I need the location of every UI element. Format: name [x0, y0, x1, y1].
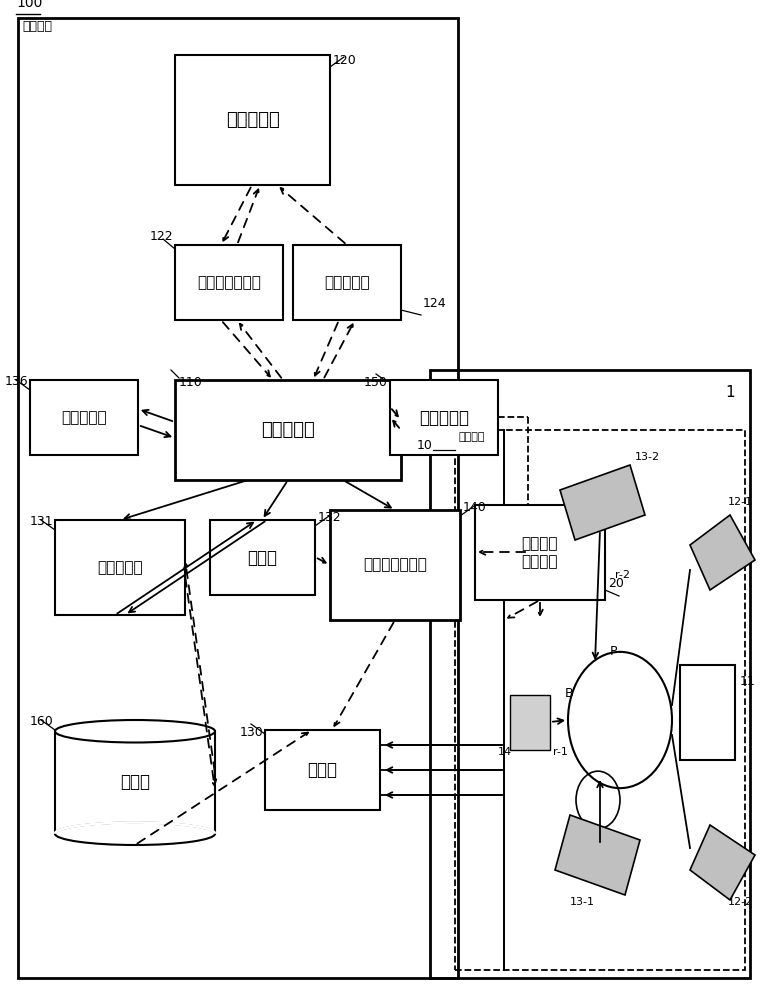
Polygon shape: [690, 825, 755, 900]
Text: 13-1: 13-1: [570, 897, 595, 907]
Text: 选择部: 选择部: [247, 548, 278, 566]
Text: 医用装置: 医用装置: [22, 20, 52, 33]
Text: 110: 110: [179, 376, 203, 389]
Text: 120: 120: [333, 54, 357, 67]
Bar: [330, 510, 460, 620]
Text: B: B: [565, 687, 574, 700]
Bar: [30, 380, 138, 455]
Text: 150: 150: [364, 376, 388, 389]
Text: 总括控制部: 总括控制部: [261, 421, 315, 439]
Bar: [390, 380, 498, 455]
Text: 目标位量确定部: 目标位量确定部: [363, 558, 427, 572]
Text: 20: 20: [608, 577, 624, 590]
Polygon shape: [555, 815, 640, 895]
Bar: [18, 18, 458, 978]
Ellipse shape: [55, 720, 215, 742]
Bar: [455, 430, 745, 970]
Text: 治疗装置: 治疗装置: [459, 432, 485, 442]
Bar: [55, 731, 215, 834]
Text: 14: 14: [498, 747, 512, 757]
Text: 131: 131: [29, 515, 53, 528]
Text: 10: 10: [417, 439, 433, 452]
Text: 输入显示部: 输入显示部: [226, 111, 279, 129]
Text: 140: 140: [463, 501, 487, 514]
Bar: [175, 380, 401, 480]
Text: 输入操作取得部: 输入操作取得部: [197, 275, 261, 290]
Text: 160: 160: [29, 715, 53, 728]
Bar: [210, 520, 315, 595]
Bar: [55, 520, 185, 615]
Polygon shape: [690, 515, 755, 590]
Polygon shape: [560, 465, 645, 540]
Bar: [265, 730, 380, 810]
Bar: [680, 665, 735, 760]
Text: 建立对应部: 建立对应部: [97, 560, 143, 575]
Text: 图像处理部: 图像处理部: [61, 410, 107, 425]
Text: 12-1: 12-1: [728, 497, 753, 507]
Text: P: P: [610, 645, 617, 658]
Text: 1: 1: [726, 385, 735, 400]
Text: r-2: r-2: [615, 570, 630, 580]
Text: 12-2: 12-2: [728, 897, 753, 907]
Text: 13-2: 13-2: [635, 452, 660, 462]
Text: 11: 11: [740, 675, 755, 688]
Text: 显示控制部: 显示控制部: [324, 275, 370, 290]
Text: 132: 132: [318, 511, 342, 524]
Text: 130: 130: [240, 726, 263, 739]
Text: 122: 122: [150, 230, 173, 243]
Text: 输出控制部: 输出控制部: [419, 409, 469, 427]
Text: r-1: r-1: [553, 747, 568, 757]
Text: 存储部: 存储部: [120, 774, 150, 792]
Text: 治疗装置
侧控制部: 治疗装置 侧控制部: [522, 536, 559, 569]
Bar: [430, 370, 750, 978]
Text: 124: 124: [423, 297, 446, 310]
Ellipse shape: [55, 822, 215, 845]
Bar: [175, 55, 330, 185]
Text: 100: 100: [16, 0, 43, 10]
Text: 取得部: 取得部: [307, 761, 337, 779]
Bar: [175, 245, 283, 320]
Bar: [475, 505, 605, 600]
Bar: [510, 695, 550, 750]
Text: 15: 15: [590, 827, 604, 837]
Bar: [293, 245, 401, 320]
Text: 136: 136: [5, 375, 28, 388]
